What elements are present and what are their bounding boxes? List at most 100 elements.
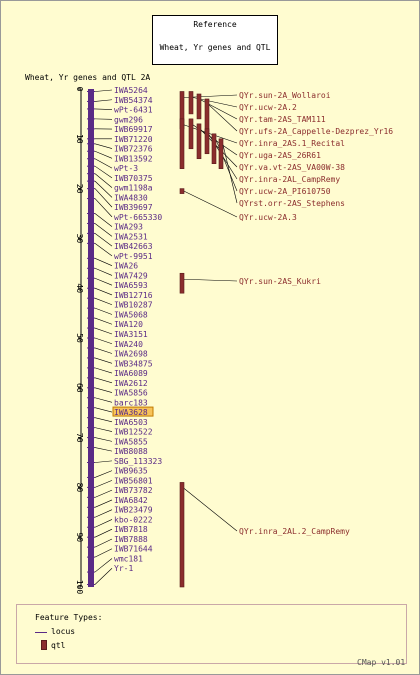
qtl-bar[interactable]	[196, 93, 202, 120]
marker-label[interactable]: IWB7888	[114, 535, 148, 544]
marker-connector	[94, 317, 113, 325]
qtl-bar[interactable]	[179, 272, 185, 294]
marker-connector	[94, 277, 113, 286]
marker-label[interactable]: IWA5068	[114, 310, 148, 319]
marker-label[interactable]: IWB42663	[114, 242, 153, 251]
marker-connector	[94, 158, 113, 169]
marker-label[interactable]: wPt-3	[114, 164, 138, 173]
qtl-label[interactable]: QYr.uga-2AS_26R61	[239, 151, 321, 160]
legend-title: Feature Types:	[35, 613, 103, 622]
marker-label[interactable]: IWA120	[114, 320, 143, 329]
qtl-label[interactable]: QYr.ufs-2A_Cappelle-Dezprez_Yr16	[239, 127, 393, 136]
marker-label[interactable]: IWB9635	[114, 467, 148, 476]
marker-label[interactable]: SBG_113323	[114, 457, 162, 466]
marker-label[interactable]: IWB7818	[114, 525, 148, 534]
qtl-label[interactable]: QYr.va.vt-2AS_VA00W-38	[239, 163, 345, 172]
marker-label[interactable]: IWA5264	[114, 86, 148, 95]
marker-label[interactable]: wmc181	[114, 554, 143, 563]
qtl-label[interactable]: QYr.sun-2AS_Kukri	[239, 277, 321, 286]
marker-label[interactable]: IWA2612	[114, 379, 148, 388]
marker-label[interactable]: IWB71220	[114, 135, 153, 144]
marker-label[interactable]: wPt-665330	[114, 213, 162, 222]
marker-label[interactable]: IWA5856	[114, 389, 148, 398]
qtl-bar[interactable]	[196, 123, 202, 160]
marker-connector	[94, 258, 113, 266]
version-label: CMap v1.01	[357, 658, 406, 667]
marker-label[interactable]: IWB71644	[114, 545, 153, 554]
marker-connector	[94, 437, 113, 442]
qtl-bar[interactable]	[211, 133, 217, 165]
marker-label[interactable]: IWA5855	[114, 437, 148, 446]
qtl-label[interactable]: QYr.inra_2AL.2_CampRemy	[239, 527, 350, 536]
qtl-label[interactable]: QYr.inra-2AL_CampRemy	[239, 175, 340, 184]
scale-tick-label: 50	[75, 333, 84, 343]
marker-label[interactable]: IWB56801	[114, 476, 153, 485]
marker-label[interactable]: Yr-1	[114, 564, 133, 573]
marker-label[interactable]: IWB8088	[114, 447, 148, 456]
marker-label[interactable]: barc183	[114, 398, 148, 407]
marker-label[interactable]: IWA3628	[114, 408, 148, 417]
qtl-bar[interactable]	[179, 188, 185, 194]
reference-title: Reference	[193, 20, 237, 29]
qtl-bar[interactable]	[179, 118, 185, 169]
marker-label[interactable]: IWA4830	[114, 193, 148, 202]
marker-label[interactable]: IWA293	[114, 223, 143, 232]
marker-label[interactable]: IWA2698	[114, 350, 148, 359]
marker-label[interactable]: IWA26	[114, 262, 138, 271]
qtl-label[interactable]: QYr.ucw-2A.2	[239, 103, 297, 112]
reference-map-name[interactable]: Wheat, Yr genes and QTL	[159, 43, 271, 52]
qtl-bar[interactable]	[188, 91, 194, 115]
marker-label[interactable]: wPt-6431	[114, 106, 153, 115]
qtl-connector	[222, 144, 238, 204]
legend: Feature Types: locus qtl	[16, 604, 407, 664]
qtl-bar[interactable]	[179, 482, 185, 588]
marker-label[interactable]: IWB12716	[114, 291, 153, 300]
qtl-bar[interactable]	[204, 128, 210, 155]
qtl-label[interactable]: QYr.ucw-2A_PI610750	[239, 187, 331, 196]
marker-connector	[94, 223, 113, 237]
marker-label[interactable]: IWB12522	[114, 428, 153, 437]
marker-highlight	[112, 406, 154, 417]
marker-label[interactable]: IWB73782	[114, 486, 153, 495]
marker-label[interactable]: wPt-9951	[114, 252, 153, 261]
qtl-label[interactable]: QYr.inra_2AS.1_Recital	[239, 139, 345, 148]
marker-label[interactable]: kbo-0222	[114, 515, 153, 524]
marker-label[interactable]: IWB70375	[114, 174, 153, 183]
marker-label[interactable]: IWB39697	[114, 203, 153, 212]
scale-tick-label: 70	[75, 433, 84, 443]
qtl-label[interactable]: QYr.sun-2A_Wollaroi	[239, 91, 331, 100]
marker-connector	[94, 108, 113, 110]
qtl-connector	[183, 488, 238, 532]
marker-label[interactable]: IWB13592	[114, 154, 153, 163]
marker-connector	[94, 357, 113, 364]
scale-tick-label: 40	[75, 283, 84, 293]
marker-connector	[94, 377, 113, 384]
marker-label[interactable]: IWA7429	[114, 271, 148, 280]
marker-label[interactable]: IWA6593	[114, 281, 148, 290]
marker-label[interactable]: gwm1198a	[114, 184, 153, 193]
qtl-label[interactable]: QYrst.orr-2AS_Stephens	[239, 199, 345, 208]
qtl-label[interactable]: QYr.tam-2AS_TAM111	[239, 115, 326, 124]
marker-label[interactable]: IWB34875	[114, 359, 153, 368]
qtl-bar[interactable]	[218, 138, 224, 169]
marker-connector	[94, 89, 113, 92]
marker-connector	[94, 558, 113, 573]
qtl-bar[interactable]	[188, 118, 194, 150]
marker-label[interactable]: IWA6503	[114, 418, 148, 427]
marker-label[interactable]: IWB69917	[114, 125, 153, 134]
marker-label[interactable]: IWB72376	[114, 145, 153, 154]
marker-label[interactable]: gwm296	[114, 115, 143, 124]
marker-label[interactable]: IWB23479	[114, 506, 153, 515]
marker-label[interactable]: IWA6089	[114, 369, 148, 378]
qtl-label[interactable]: QYr.ucw-2A.3	[239, 213, 297, 222]
map-title[interactable]: Wheat, Yr genes and QTL 2A	[25, 73, 151, 82]
marker-connector	[94, 233, 113, 247]
marker-connector	[94, 150, 113, 159]
scale-tick-label: 20	[75, 184, 84, 194]
marker-label[interactable]: IWA6842	[114, 496, 148, 505]
marker-label[interactable]: IWA240	[114, 340, 143, 349]
marker-label[interactable]: IWA2531	[114, 232, 148, 241]
marker-label[interactable]: IWB10287	[114, 301, 153, 310]
marker-label[interactable]: IWA3151	[114, 330, 148, 339]
marker-label[interactable]: IWB54374	[114, 96, 153, 105]
